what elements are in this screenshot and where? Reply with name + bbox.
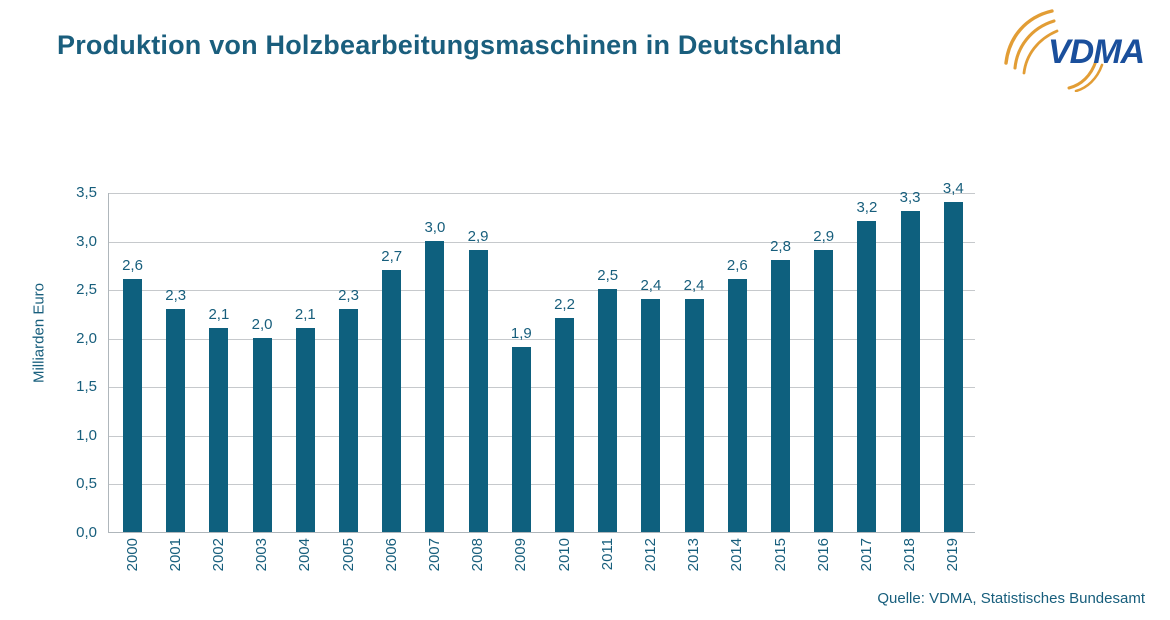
bar-value-label: 2,8 — [770, 238, 791, 255]
x-tick-label: 2013 — [685, 538, 703, 572]
bar-value-label: 3,3 — [899, 189, 921, 207]
bar — [857, 221, 877, 532]
x-tick-label: 2001 — [166, 538, 184, 572]
bar — [252, 337, 272, 532]
y-tick-label: 0,0 — [76, 524, 97, 541]
x-tick-label: 2011 — [598, 538, 616, 571]
x-tick-label: 2008 — [469, 538, 487, 572]
vdma-logo: VDMA — [1004, 9, 1145, 92]
bar — [425, 240, 445, 532]
y-tick-label: 3,0 — [76, 232, 97, 250]
y-gridline — [109, 193, 975, 194]
x-tick-label: 2010 — [555, 538, 573, 572]
bar-value-label: 2,7 — [381, 247, 403, 265]
plot-area: 2000 2001 2002 2003 2004 2005 2006 2007 2008 2009… — [76, 180, 975, 571]
x-tick-label: 2002 — [209, 538, 227, 572]
x-tick-label: 2016 — [814, 538, 832, 572]
y-gridline — [109, 290, 975, 292]
bar — [123, 279, 142, 532]
bar — [339, 308, 358, 532]
bar — [943, 201, 963, 532]
bar — [511, 347, 531, 532]
bar-value-label: 1,9 — [510, 325, 532, 343]
bar — [814, 250, 834, 532]
bar-value-label: 2,3 — [338, 286, 359, 304]
bar-value-label: 2,9 — [467, 228, 489, 246]
y-gridline — [109, 338, 975, 340]
vdma-logo-text: VDMA — [1048, 33, 1144, 71]
y-gridline — [109, 435, 975, 437]
x-axis-labels: 2000 2001 2002 2003 2004 2005 2006 2007 2008 2009… — [109, 532, 975, 592]
bar — [382, 269, 402, 532]
bar-value-label: 2,6 — [726, 257, 748, 275]
bar-value-label: 3,2 — [856, 199, 878, 217]
bar — [209, 328, 229, 532]
x-tick-label: 2005 — [339, 538, 357, 572]
bar-value-label: 3,0 — [424, 218, 446, 236]
bar-value-label: 2,5 — [597, 267, 619, 285]
bar-value-label: 2,1 — [208, 306, 230, 323]
bar-value-label: 2,4 — [683, 276, 705, 294]
y-tick-label: 2,0 — [76, 329, 97, 347]
bar — [771, 260, 790, 532]
x-tick-label: 2007 — [425, 538, 443, 572]
bar — [555, 318, 574, 532]
bar-value-label: 3,4 — [942, 179, 964, 197]
x-tick-label: 2009 — [512, 538, 530, 572]
bar — [468, 250, 488, 532]
y-tick-label: 0,5 — [76, 475, 97, 493]
x-tick-label: 2014 — [728, 538, 746, 572]
bar — [727, 279, 747, 532]
x-tick-label: 2004 — [296, 538, 314, 572]
bar — [684, 298, 704, 532]
bar-value-label: 2,1 — [294, 306, 316, 323]
y-gridline — [109, 387, 975, 389]
x-tick-label: 2018 — [901, 538, 919, 572]
bar — [166, 308, 186, 532]
bar-value-label: 2,6 — [122, 257, 143, 275]
x-tick-label: 2003 — [253, 538, 271, 572]
bar-value-label: 2,9 — [813, 228, 835, 246]
y-tick-label: 1,0 — [76, 426, 97, 444]
x-tick-label: 2017 — [857, 538, 875, 572]
vdma-logo-arcs — [1004, 9, 1104, 92]
bar — [641, 298, 661, 532]
bar — [598, 289, 618, 532]
bar — [900, 211, 920, 532]
bar-value-label: 2,2 — [554, 296, 575, 314]
y-tick-label: 2,5 — [76, 281, 97, 299]
x-tick-label: 2000 — [123, 538, 141, 572]
bar-value-label: 2,0 — [251, 315, 273, 333]
y-gridline — [109, 484, 975, 486]
bar-value-label: 2,4 — [640, 276, 662, 294]
y-tick-label: 3,5 — [76, 184, 97, 201]
y-axis-title: Milliarden Euro — [30, 282, 48, 384]
page-title: Produktion von Holzbearbeitungsmaschinen… — [57, 30, 843, 60]
x-tick-label: 2015 — [771, 538, 789, 572]
y-gridline — [109, 241, 975, 243]
x-tick-label: 2019 — [944, 538, 962, 572]
x-tick-label: 2006 — [382, 538, 400, 572]
y-tick-label: 1,5 — [76, 378, 97, 396]
bar-value-label: 2,3 — [165, 286, 187, 304]
x-tick-label: 2012 — [641, 538, 659, 572]
source-caption: Quelle: VDMA, Statistisches Bundesamt — [877, 590, 1145, 607]
bar — [295, 328, 315, 532]
